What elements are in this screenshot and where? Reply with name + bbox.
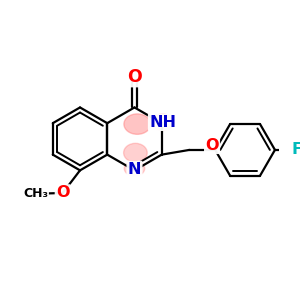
Text: O: O — [56, 185, 70, 200]
Text: O: O — [205, 138, 219, 153]
Ellipse shape — [124, 143, 147, 162]
Text: CH₃: CH₃ — [23, 187, 48, 200]
Ellipse shape — [124, 161, 145, 176]
Text: O: O — [127, 68, 142, 86]
Text: NH: NH — [149, 115, 176, 130]
Text: N: N — [128, 162, 141, 177]
Text: F: F — [291, 142, 300, 158]
Ellipse shape — [151, 114, 174, 130]
Ellipse shape — [124, 114, 151, 134]
